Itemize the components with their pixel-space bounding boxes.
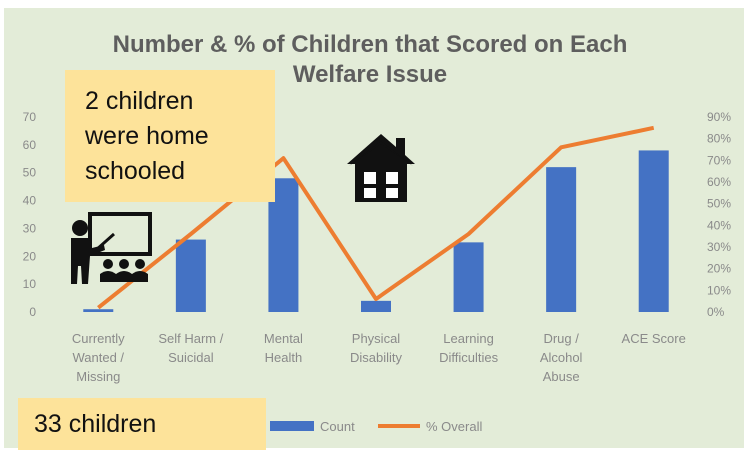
home-note-line: 2 children bbox=[85, 87, 194, 115]
y-right-tick-label: 50% bbox=[707, 197, 731, 211]
y-left-tick-label: 70 bbox=[23, 110, 37, 124]
y-left-tick-label: 30 bbox=[23, 221, 37, 235]
x-category-label: Drug / bbox=[543, 331, 579, 346]
x-category-label: Health bbox=[265, 350, 303, 365]
x-category-label: Wanted / bbox=[73, 350, 125, 365]
x-category-label: Alcohol bbox=[540, 350, 583, 365]
home-note-line: were home bbox=[85, 122, 209, 150]
bar-count bbox=[361, 300, 391, 312]
chart-title: Welfare Issue bbox=[293, 61, 447, 88]
y-right-tick-label: 70% bbox=[707, 153, 731, 167]
line-percent-overall bbox=[97, 125, 655, 310]
y-left-tick-label: 20 bbox=[23, 249, 37, 263]
home-note-line: schooled bbox=[85, 157, 186, 185]
y-right-tick-label: 90% bbox=[707, 110, 731, 124]
x-category-label: Self Harm / bbox=[158, 331, 223, 346]
y-left-tick-label: 0 bbox=[29, 305, 36, 319]
home-schooled-note: 2 children were home schooled bbox=[65, 70, 275, 202]
children-count-note: 33 children bbox=[18, 398, 266, 450]
legend-label-percent: % Overall bbox=[426, 419, 482, 434]
x-category-label: Suicidal bbox=[168, 350, 214, 365]
x-category-label: Missing bbox=[76, 369, 120, 384]
bar-count bbox=[175, 239, 206, 312]
bar-count bbox=[546, 167, 577, 312]
y-right-tick-label: 0% bbox=[707, 305, 725, 319]
x-category-label: ACE Score bbox=[622, 331, 686, 346]
y-right-tick-label: 20% bbox=[707, 262, 731, 276]
house-icon bbox=[345, 132, 417, 204]
y-right-tick-label: 10% bbox=[707, 283, 731, 297]
bar-count bbox=[453, 242, 484, 312]
x-category-label: Learning bbox=[443, 331, 494, 346]
x-category-label: Abuse bbox=[543, 369, 580, 384]
chart-title: Number & % of Children that Scored on Ea… bbox=[113, 31, 628, 58]
y-right-tick-label: 40% bbox=[707, 218, 731, 232]
x-category-label: Currently bbox=[72, 331, 125, 346]
legend-swatch-count bbox=[270, 421, 314, 431]
x-category-label: Mental bbox=[264, 331, 303, 346]
x-category-label: Disability bbox=[350, 350, 403, 365]
bar-count bbox=[83, 309, 114, 312]
y-left-tick-label: 10 bbox=[23, 277, 37, 291]
bar-count bbox=[638, 150, 669, 312]
y-left-tick-label: 50 bbox=[23, 166, 37, 180]
y-right-tick-label: 30% bbox=[707, 240, 731, 254]
x-category-label: Physical bbox=[352, 331, 401, 346]
x-category-label: Difficulties bbox=[439, 350, 499, 365]
y-right-tick-label: 60% bbox=[707, 175, 731, 189]
legend-label-count: Count bbox=[320, 419, 355, 434]
y-left-tick-label: 40 bbox=[23, 194, 37, 208]
teacher-icon bbox=[68, 212, 154, 286]
y-right-tick-label: 80% bbox=[707, 132, 731, 146]
y-left-tick-label: 60 bbox=[23, 138, 37, 152]
